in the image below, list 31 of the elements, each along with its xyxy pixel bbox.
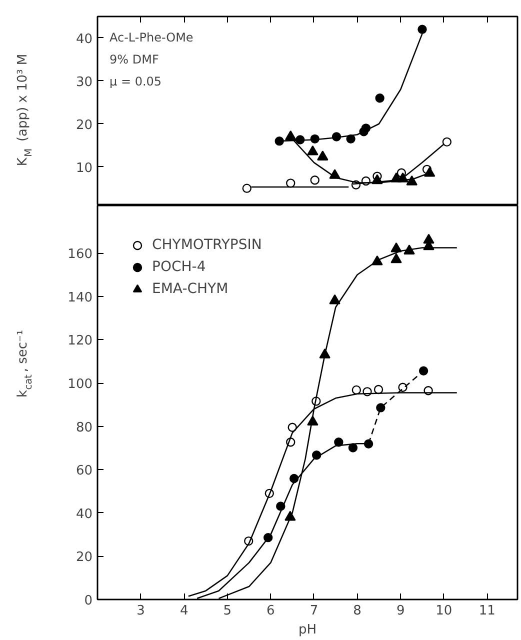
y-tick-label: 30: [76, 74, 93, 90]
annotation: 9% DMF: [110, 52, 159, 66]
annotation: Ac-L-Phe-OMe: [110, 30, 194, 44]
x-tick-label: 4: [180, 604, 188, 618]
x-tick-label: 10: [436, 604, 452, 618]
legend-label: CHYMOTRYPSIN: [152, 237, 262, 253]
x-tick-label: 11: [478, 604, 496, 618]
y-tick-label: 0: [84, 594, 93, 608]
x-tick-label: 9: [396, 604, 405, 618]
y-tick-label: 20: [76, 118, 93, 133]
y-tick-label: 10: [76, 160, 93, 176]
x-tick-label: 8: [353, 604, 362, 618]
y-tick-label: 140: [68, 290, 93, 306]
y-axis-title: KM (app) x 10³ M: [16, 54, 34, 166]
y-tick-label: 80: [76, 420, 93, 436]
x-tick-label: 5: [223, 604, 232, 618]
y-tick-label: 20: [76, 550, 93, 566]
y-tick-label: 40: [76, 32, 93, 47]
x-axis-title: pH: [298, 622, 317, 638]
legend-label: EMA-CHYM: [152, 281, 228, 297]
x-tick-label: 7: [310, 604, 318, 618]
y-tick-label: 100: [68, 377, 93, 392]
y-tick-label: 60: [76, 464, 93, 479]
legend-label: POCH-4: [152, 259, 206, 275]
y-tick-label: 160: [68, 247, 93, 262]
x-tick-label: 3: [136, 604, 145, 618]
y-axis-title: kcat, sec⁻¹: [16, 330, 34, 398]
y-tick-label: 120: [68, 334, 93, 349]
annotation: μ = 0.05: [110, 74, 162, 88]
y-tick-label: 40: [76, 506, 93, 522]
x-tick-label: 6: [266, 604, 275, 618]
